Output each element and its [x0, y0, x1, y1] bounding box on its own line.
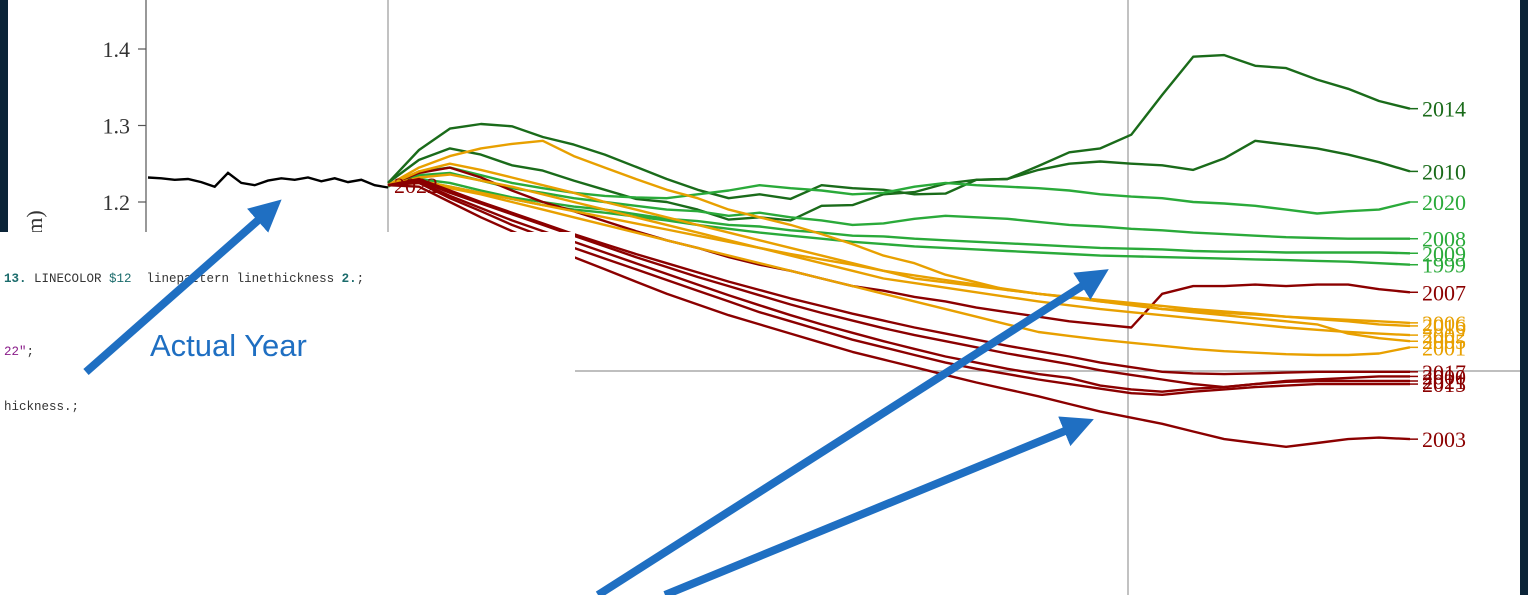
series-line — [387, 171, 1410, 240]
series-line — [387, 166, 1411, 329]
series-line — [387, 181, 1411, 357]
code-line: hickness.; — [4, 400, 79, 414]
code-token: $12 — [109, 272, 132, 286]
series-label: 2009 — [1422, 241, 1466, 266]
code-token: ; — [26, 345, 35, 359]
arrow-red-series — [663, 416, 1094, 595]
series-line-actual — [147, 171, 389, 189]
code-token: 2. — [341, 272, 357, 286]
series-label: 2000 — [1422, 364, 1466, 389]
series-label: 2005 — [1422, 329, 1466, 354]
code-token: 13. — [4, 272, 27, 286]
code-token: ; — [356, 272, 365, 286]
right-strip — [1520, 0, 1528, 595]
series-line — [387, 139, 1411, 222]
series-label: 2007 — [1422, 280, 1466, 305]
series-label: 2014 — [1422, 97, 1466, 122]
arrow-green-series — [595, 269, 1109, 595]
series-label: 2010 — [1422, 159, 1466, 184]
code-token: LINECOLOR — [26, 272, 110, 286]
code-token: hickness.; — [4, 400, 80, 414]
series-label: 2003 — [1422, 427, 1466, 452]
series-label: 2015 — [1422, 372, 1466, 397]
series-label: 2017 — [1422, 360, 1466, 385]
series-lines — [147, 53, 1411, 448]
series-line — [387, 162, 1411, 328]
series-line — [387, 179, 1411, 343]
series-label: 2016 — [1422, 314, 1466, 339]
code-token: 22" — [4, 345, 27, 359]
series-label: 1999 — [1422, 253, 1466, 278]
series-line — [387, 173, 1411, 337]
series-label: 2020 — [1422, 190, 1466, 215]
series-start-label: 2022 — [394, 173, 438, 198]
series-label: 2006 — [1422, 311, 1466, 336]
code-line: 22"; — [4, 345, 34, 359]
y-tick-label: 1.3 — [103, 114, 131, 139]
series-label: 2001 — [1422, 335, 1466, 360]
series-line — [387, 177, 1411, 255]
arrow-actual-year — [83, 199, 282, 376]
series-line — [387, 177, 1410, 376]
series-label: 2008 — [1422, 227, 1466, 252]
actual-year-callout: Actual Year — [150, 328, 307, 363]
series-label: 2002 — [1422, 323, 1466, 348]
y-tick-label: 1.4 — [103, 37, 131, 62]
y-tick-label: 1.2 — [103, 190, 131, 215]
series-line — [387, 166, 1411, 215]
series-label: 2021 — [1422, 369, 1466, 394]
